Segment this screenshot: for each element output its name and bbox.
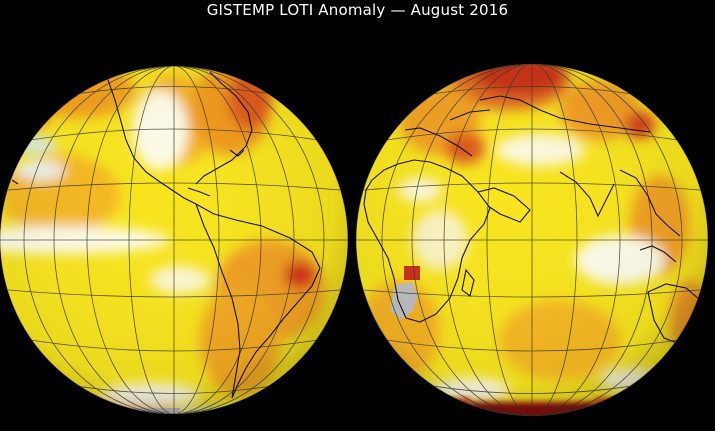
western-hemisphere-globe [0, 66, 348, 414]
eastern-hemisphere-globe [356, 64, 708, 416]
map-title: GISTEMP LOTI Anomaly — August 2016 [206, 1, 509, 19]
